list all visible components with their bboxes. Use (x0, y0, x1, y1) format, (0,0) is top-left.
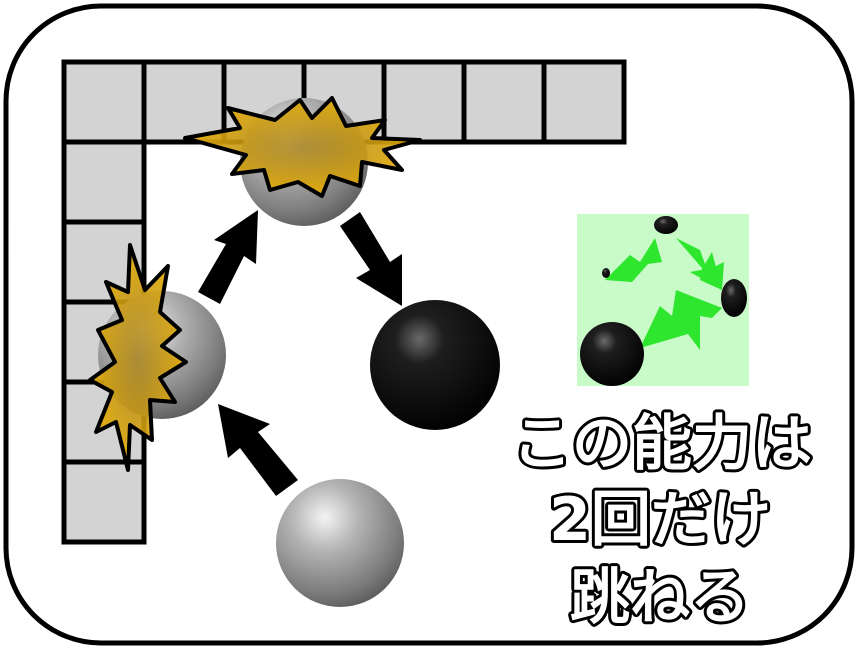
wall-cell (381, 59, 467, 145)
arrow-icon (198, 210, 402, 496)
inset-diagram (577, 214, 749, 386)
wall-cell (61, 59, 147, 145)
caption-line-1: この能力は (512, 409, 812, 479)
black-ball (370, 300, 500, 430)
caption: この能力は 2回だけ 跳ねる (509, 406, 815, 636)
caption-line-2: 2回だけ (549, 485, 771, 555)
gray-ball-bottom (276, 479, 404, 607)
wall-cell (61, 139, 147, 225)
wall-cell (541, 59, 627, 145)
impact-burst-icon (88, 243, 188, 472)
impact-burst-icon (183, 96, 422, 198)
wall-cell (141, 59, 227, 145)
wall-cell (461, 59, 547, 145)
wall-cell (61, 459, 147, 545)
caption-line-3: 跳ねる (570, 563, 750, 633)
